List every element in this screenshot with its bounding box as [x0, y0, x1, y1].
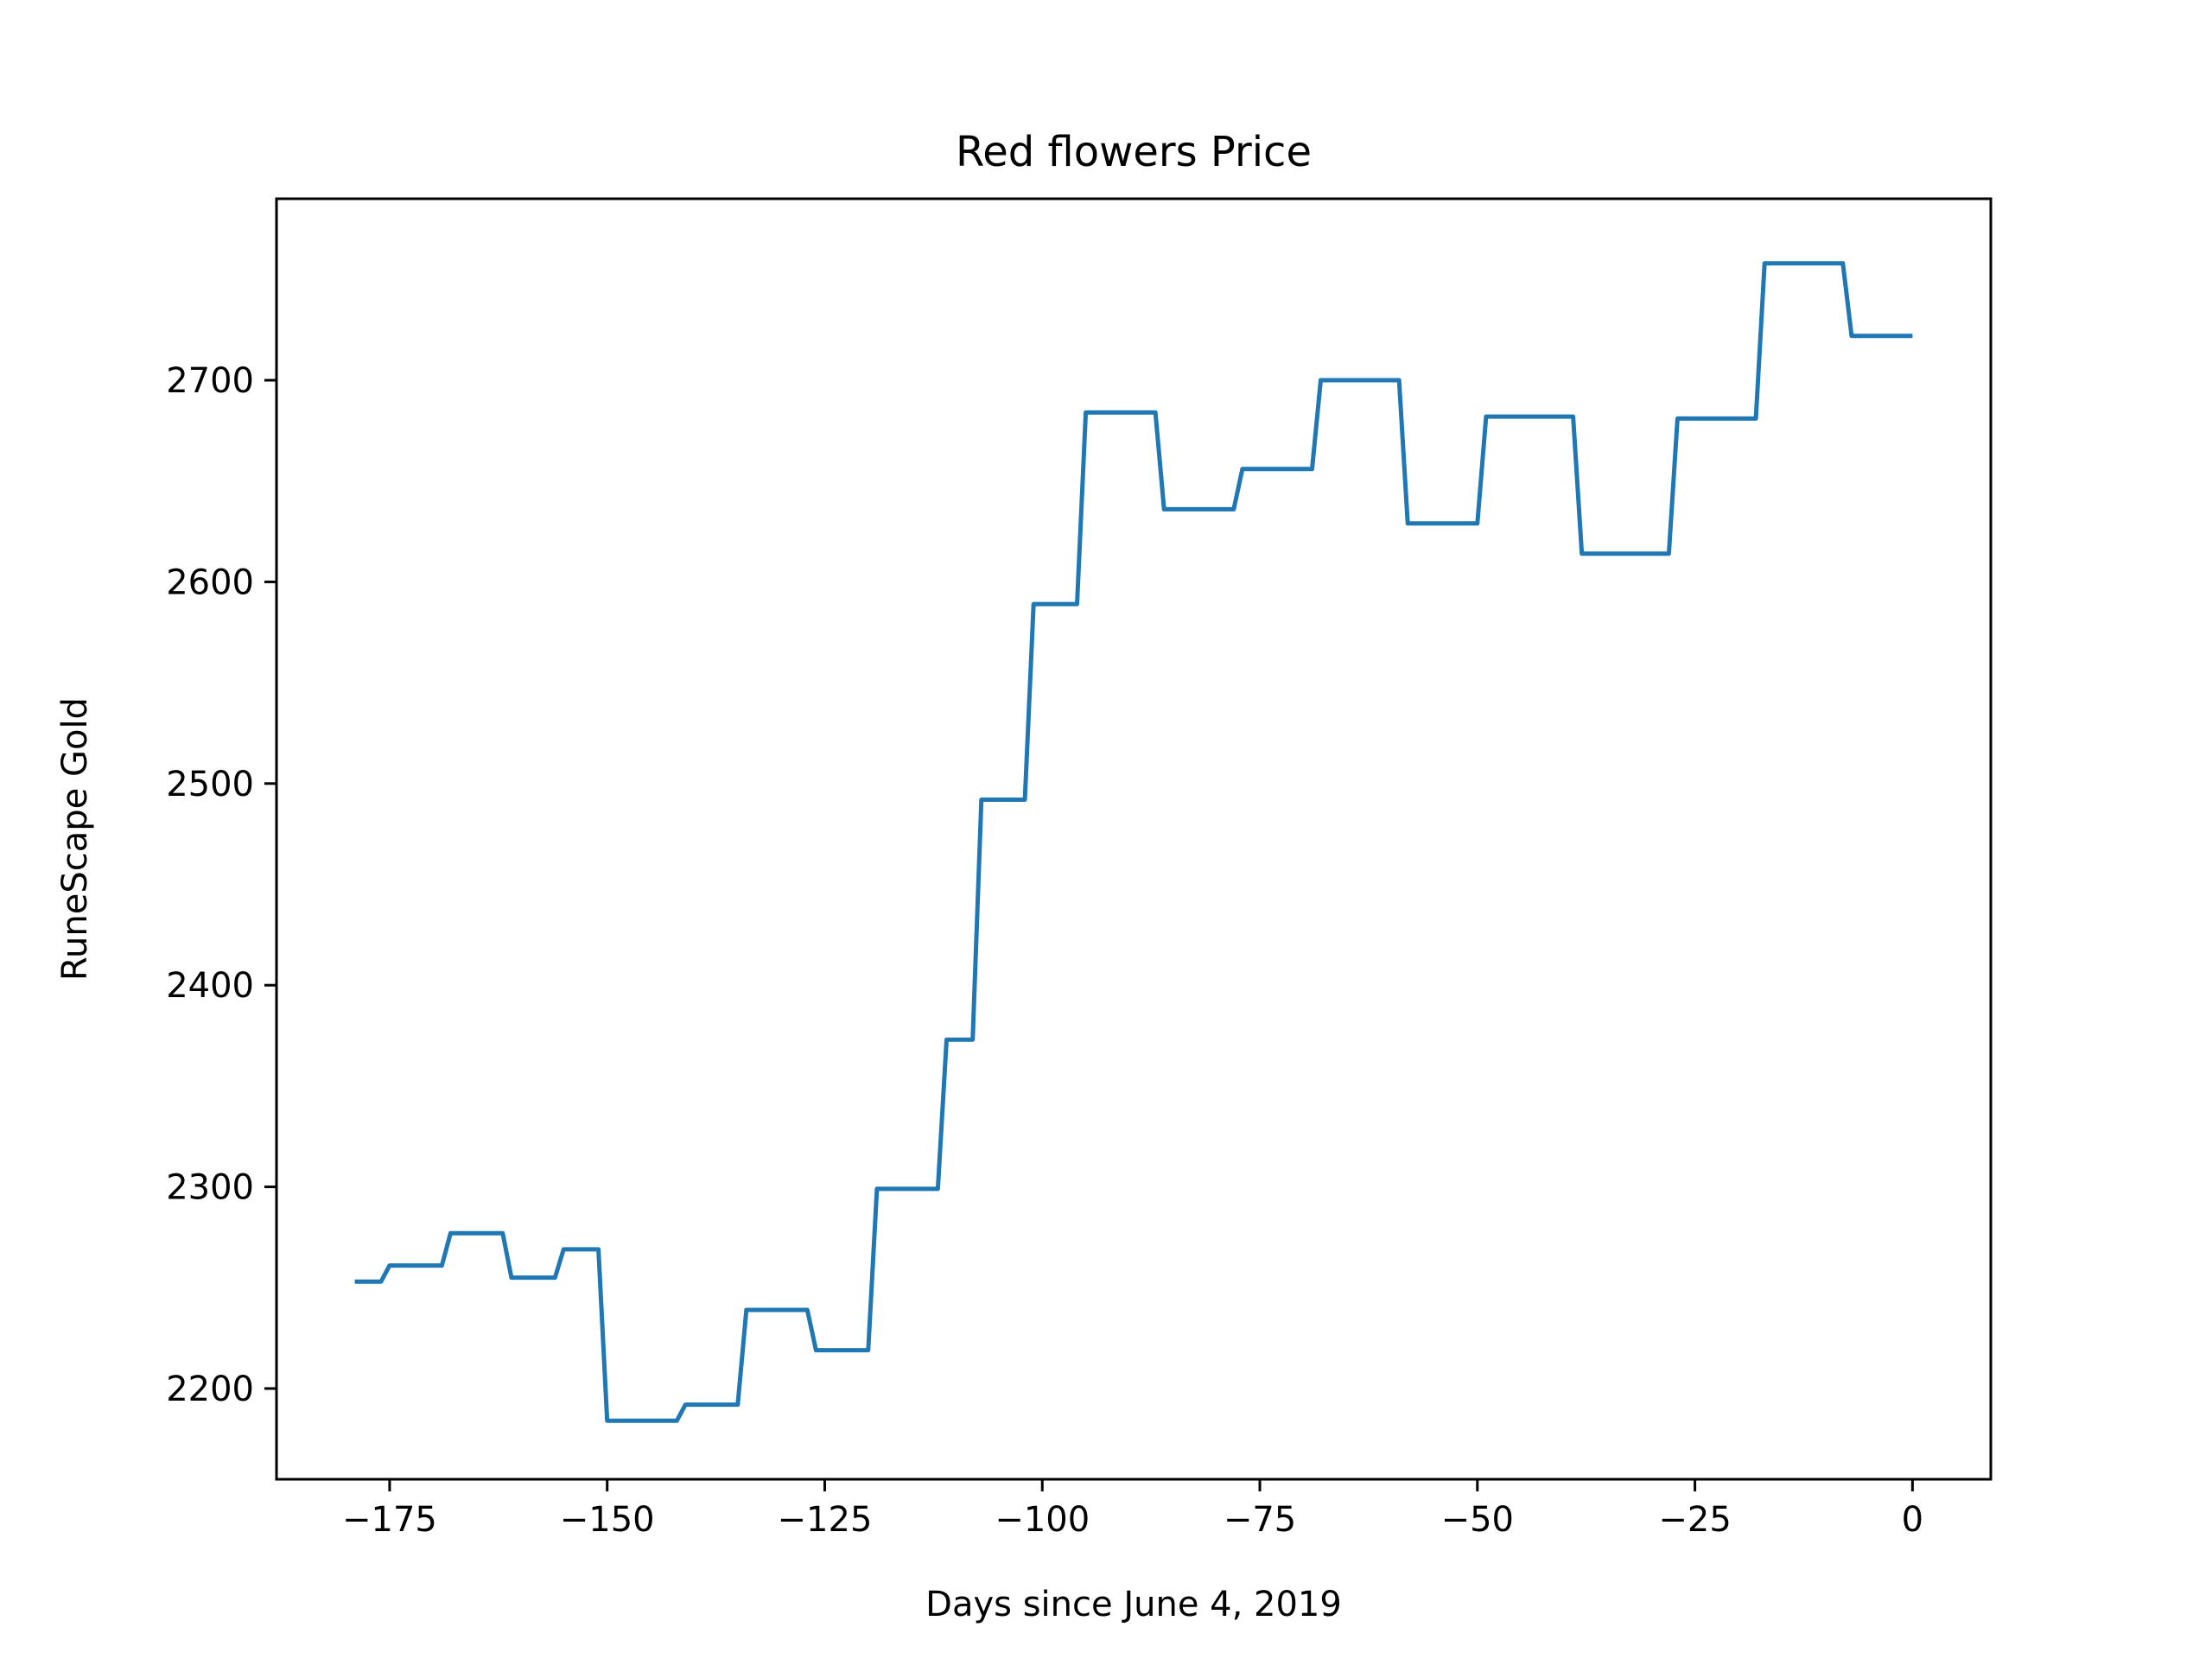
y-tick-label: 2500 [166, 765, 254, 804]
x-tick-label: −25 [1658, 1500, 1731, 1540]
y-tick-label: 2300 [166, 1168, 254, 1208]
x-tick-label: 0 [1902, 1500, 1923, 1540]
y-tick-label: 2400 [166, 966, 254, 1006]
x-tick-label: −175 [342, 1500, 437, 1540]
x-tick-label: −125 [778, 1500, 873, 1540]
x-tick-label: −150 [560, 1500, 655, 1540]
y-axis-label: RuneScape Gold [55, 697, 95, 981]
x-axis-label: Days since June 4, 2019 [925, 1585, 1342, 1624]
axis-ticks: −175 −150 −125 −100 −75 −50 −25 0 2200 2300 2400 25… [166, 361, 1923, 1540]
y-tick-label: 2200 [166, 1370, 254, 1409]
x-tick-label: −75 [1224, 1500, 1296, 1540]
y-tick-label: 2600 [166, 563, 254, 602]
x-tick-label: −50 [1441, 1500, 1514, 1540]
chart-title: Red flowers Price [956, 128, 1312, 176]
x-tick-label: −100 [995, 1500, 1090, 1540]
price-series-line [354, 261, 1913, 1423]
plot-frame [275, 197, 1993, 1481]
y-tick-label: 2700 [166, 361, 254, 401]
